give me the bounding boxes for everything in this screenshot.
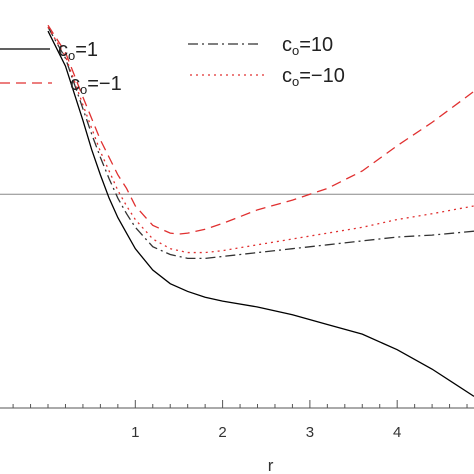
legend-item-3: co=10 (188, 34, 333, 58)
legend-label: co=1 (58, 39, 98, 63)
series-line-4 (47, 26, 474, 254)
series-line-2 (47, 24, 474, 235)
legend: co=1 co=−1 co=10 co=−10 (0, 34, 345, 97)
x-tick-label: 1 (131, 424, 139, 441)
series-layer (47, 24, 474, 397)
x-tick-label: 2 (218, 424, 226, 441)
legend-item-4: co=−10 (190, 65, 345, 89)
legend-label: co=10 (282, 34, 333, 58)
x-axis-label: r (268, 456, 274, 474)
x-axis: 1 2 3 4 r (0, 400, 474, 474)
legend-item-2: co=−1 (0, 73, 122, 97)
series-line-1 (47, 30, 474, 397)
legend-label: co=−10 (282, 65, 345, 89)
x-tick-label: 4 (393, 424, 401, 441)
x-tick-label: 3 (306, 424, 314, 441)
legend-item-1: co=1 (0, 39, 98, 63)
series-line-3 (47, 26, 474, 260)
legend-label: co=−1 (70, 73, 122, 97)
